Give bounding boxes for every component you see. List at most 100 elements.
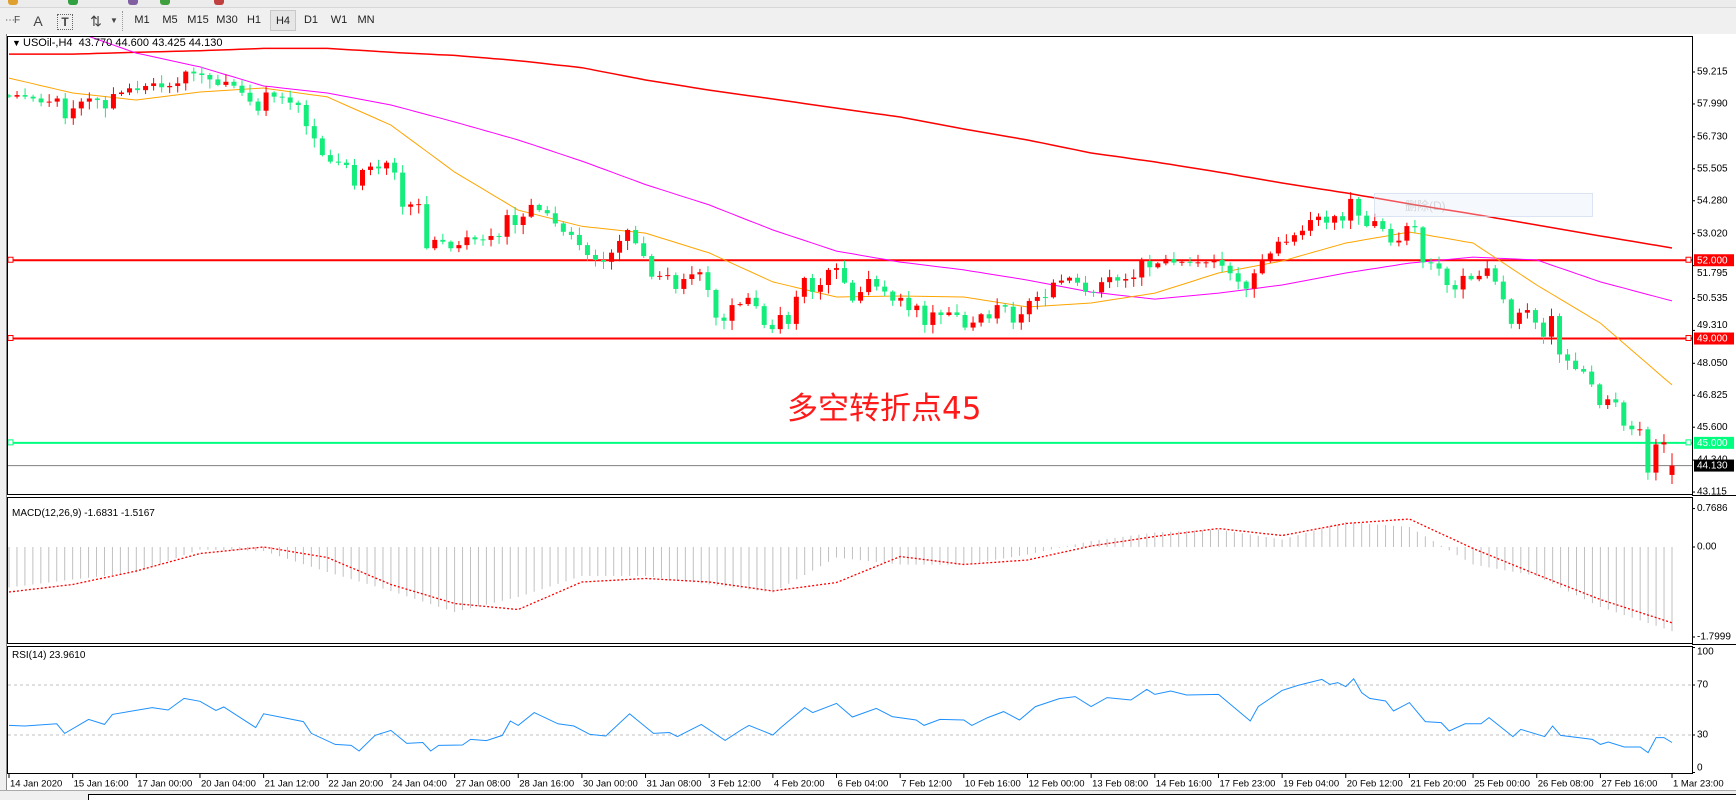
candle (1412, 220, 1417, 233)
candle (1653, 439, 1658, 480)
candle (1388, 224, 1393, 246)
candle-body (1469, 276, 1474, 279)
candle (882, 280, 887, 296)
candle (39, 94, 44, 107)
candle (191, 68, 196, 82)
ghost-menu-label: 删除(D) (1405, 199, 1446, 213)
low-value: 43.425 (152, 37, 186, 49)
ma-slow-line (9, 48, 1672, 248)
candle (223, 74, 228, 87)
candle (1147, 255, 1152, 277)
time-axis-label: 31 Jan 08:00 (647, 779, 702, 790)
candle-body (1549, 316, 1554, 337)
candle-body (553, 213, 558, 223)
candle-body (521, 217, 526, 225)
price-axis-label: 45.600 (1697, 422, 1728, 433)
candle-body (328, 155, 333, 162)
rsi-title: RSI(14) (12, 650, 46, 661)
candle-body (472, 237, 477, 239)
time-axis-label: 10 Feb 16:00 (965, 779, 1021, 790)
candle (1453, 280, 1458, 298)
candle (1404, 223, 1409, 246)
candle-body (890, 292, 895, 301)
candle-body (778, 315, 783, 329)
candle (360, 169, 365, 191)
candle-body (1621, 402, 1626, 425)
candle-body (1284, 242, 1289, 243)
candle (1300, 225, 1305, 239)
candle (143, 83, 148, 94)
annotation-text[interactable]: 多空转折点45 (787, 383, 981, 428)
candle-body (143, 86, 148, 90)
candle-body (1300, 231, 1305, 235)
candle (585, 242, 590, 260)
candle-body (79, 102, 84, 109)
candle (63, 93, 68, 124)
candle (264, 86, 269, 116)
price-axis-label: 48.050 (1697, 358, 1728, 369)
candle (1645, 427, 1650, 480)
candle-body (1228, 266, 1233, 274)
candle (1380, 218, 1385, 231)
candle (1356, 197, 1361, 225)
candle (1517, 309, 1522, 329)
candle (1059, 274, 1064, 284)
candle-body (167, 86, 172, 87)
candle (1621, 400, 1626, 430)
candle (497, 233, 502, 244)
candle (987, 310, 992, 323)
time-axis-label: 17 Jan 00:00 (137, 779, 192, 790)
candle (231, 79, 236, 88)
candle (794, 291, 799, 330)
candle (408, 202, 413, 216)
price-axis-label: 56.730 (1697, 131, 1728, 142)
price-axis-label: 51.795 (1697, 268, 1728, 279)
candle (328, 150, 333, 164)
candle-body (320, 138, 325, 155)
candle (489, 228, 494, 246)
candle (239, 80, 244, 96)
candle-body (754, 298, 759, 306)
candle-body (987, 314, 992, 318)
candle (376, 160, 381, 174)
candle (159, 75, 164, 92)
candle-body (1637, 429, 1642, 430)
candle-body (1525, 310, 1530, 313)
chart-menu-triangle-icon[interactable]: ▼ (12, 38, 21, 48)
time-axis-label: 15 Jan 16:00 (74, 779, 129, 790)
candle-body (159, 83, 164, 87)
candle-body (665, 275, 670, 276)
candle-body (513, 215, 518, 225)
candle (778, 307, 783, 334)
candle (384, 161, 389, 175)
candle (1139, 258, 1144, 286)
candle-body (1404, 226, 1409, 241)
candle-body (1517, 313, 1522, 324)
candle-body (1557, 316, 1562, 354)
candle-body (569, 232, 574, 235)
candle (1284, 234, 1289, 245)
candle-body (87, 98, 92, 101)
candle-body (280, 97, 285, 98)
time-axis-label: 28 Jan 16:00 (519, 779, 574, 790)
candle-body (963, 315, 968, 328)
candle (561, 221, 566, 235)
candle (673, 272, 678, 293)
candle (1629, 421, 1634, 435)
high-value: 44.600 (115, 37, 149, 49)
candle-body (1308, 220, 1313, 231)
candle-body (1493, 268, 1498, 281)
candle (55, 96, 60, 107)
candle-body (802, 278, 807, 297)
candle (786, 312, 791, 329)
candle-body (617, 241, 622, 253)
candle-body (344, 163, 349, 165)
candle-body (1220, 260, 1225, 266)
candle (1348, 192, 1353, 229)
candle (1501, 276, 1506, 304)
candle (697, 269, 702, 281)
candle-body (199, 73, 204, 75)
candle (826, 268, 831, 294)
candle (521, 213, 526, 234)
time-axis-label: 3 Feb 12:00 (710, 779, 761, 790)
